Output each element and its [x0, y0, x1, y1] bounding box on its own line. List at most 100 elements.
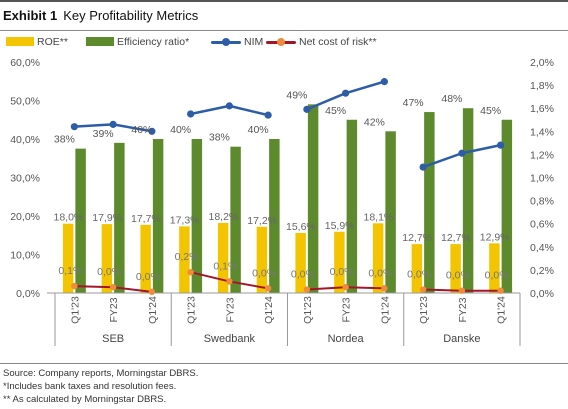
title-rule — [0, 30, 568, 31]
net-cost-of-risk-marker — [226, 278, 233, 285]
left-axis-tick-label: 40,0% — [10, 134, 40, 146]
net-cost-of-risk-data-label: 0,2% — [175, 251, 199, 263]
chart-title: Key Profitability Metrics — [63, 8, 199, 23]
legend-item-nim: NIM — [211, 36, 263, 48]
efficiency-bar — [75, 148, 86, 293]
net-cost-of-risk-marker — [497, 287, 504, 294]
net-cost-of-risk-data-label: 0,0% — [252, 267, 276, 279]
right-axis-tick-label: 1,6% — [530, 103, 554, 115]
category-tick-label: FY23 — [224, 297, 236, 322]
right-axis-tick-label: 1,0% — [530, 173, 554, 185]
right-axis-tick-label: 1,4% — [530, 126, 554, 138]
roe-bar — [256, 226, 268, 293]
roe-data-label: 17,7% — [131, 213, 161, 225]
roe-data-label: 18,2% — [208, 211, 238, 223]
legend-item-roe: ROE** — [6, 36, 68, 48]
efficiency-bar — [462, 108, 474, 293]
nim-marker — [419, 163, 427, 171]
roe-bar — [217, 222, 229, 293]
right-axis-tick-label: 0,6% — [530, 219, 554, 231]
net-cost-of-risk-data-label: 0,0% — [97, 266, 121, 278]
efficiency-bar — [114, 142, 125, 293]
nim-marker — [264, 111, 272, 119]
group-label: Danske — [443, 333, 480, 345]
net-cost-of-risk-marker — [71, 282, 78, 290]
right-axis-tick-label: 0,0% — [530, 288, 554, 300]
left-axis-tick-label: 50,0% — [10, 96, 40, 108]
category-tick-label: FY23 — [108, 297, 120, 322]
net-cost-of-risk-marker — [303, 286, 311, 293]
net-cost-of-risk-data-label: 0,0% — [136, 271, 160, 283]
legend-swatch-ncr — [266, 37, 296, 47]
efficiency-data-label: 45% — [325, 105, 346, 117]
net-cost-of-risk-data-label: 0,0% — [330, 266, 354, 278]
efficiency-bar — [424, 112, 435, 293]
net-cost-of-risk-data-label: 0,1% — [213, 260, 237, 272]
nim-marker — [187, 110, 195, 118]
legend-label-nim: NIM — [244, 36, 264, 48]
efficiency-data-label: 38% — [209, 132, 230, 144]
roe-bar — [101, 224, 113, 293]
net-cost-of-risk-marker — [148, 288, 156, 296]
left-axis-tick-label: 20,0% — [10, 211, 40, 223]
efficiency-bar — [269, 139, 280, 293]
left-axis-tick-label: 0,0% — [16, 288, 40, 300]
left-axis-tick-label: 60,0% — [10, 57, 40, 69]
roe-data-label: 17,9% — [92, 212, 122, 224]
net-cost-of-risk-marker — [458, 287, 466, 294]
net-cost-of-risk-marker — [381, 285, 388, 292]
group-label: Swedbank — [204, 333, 256, 345]
right-axis-tick-label: 1,8% — [530, 80, 554, 92]
exhibit-title: Exhibit 1 Key Profitability Metrics — [3, 8, 198, 23]
nim-marker — [303, 105, 311, 113]
net-cost-of-risk-data-label: 0,0% — [291, 269, 315, 281]
net-cost-of-risk-data-label: 0,1% — [58, 265, 82, 277]
efficiency-data-label: 49% — [286, 89, 307, 101]
efficiency-data-label: 47% — [403, 97, 424, 109]
roe-bar — [450, 244, 461, 293]
legend-swatch-roe — [6, 37, 34, 46]
right-axis-tick-label: 0,4% — [530, 242, 554, 254]
net-cost-of-risk-data-label: 0,0% — [485, 270, 509, 282]
category-tick-label: Q1'24 — [147, 296, 159, 324]
exhibit-number: Exhibit 1 — [3, 8, 58, 23]
roe-data-label: 18,1% — [363, 211, 393, 223]
efficiency-bar — [152, 139, 164, 293]
category-tick-label: Q1'23 — [302, 296, 314, 324]
nim-marker — [380, 78, 388, 86]
right-axis-tick-label: 0,8% — [530, 196, 554, 208]
nim-marker — [497, 141, 505, 149]
nim-marker — [225, 102, 233, 110]
group-label: SEB — [102, 333, 124, 345]
right-axis-tick-label: 0,2% — [530, 265, 554, 277]
efficiency-data-label: 45% — [480, 105, 501, 117]
roe-data-label: 17,2% — [247, 215, 277, 227]
efficiency-data-label: 42% — [364, 116, 385, 128]
nim-marker — [148, 127, 156, 135]
efficiency-bar — [501, 119, 513, 293]
legend-swatch-efficiency — [86, 37, 114, 46]
category-tick-label: Q1'23 — [186, 296, 198, 324]
category-tick-label: FY23 — [457, 297, 469, 322]
roe-bar — [489, 243, 500, 293]
footer-rule — [0, 363, 568, 364]
efficiency-data-label: 38% — [54, 134, 75, 146]
roe-data-label: 15,9% — [325, 220, 355, 232]
category-tick-label: FY23 — [341, 297, 353, 322]
footer-note-1: *Includes bank taxes and resolution fees… — [3, 381, 177, 392]
right-axis-tick-label: 1,2% — [530, 149, 554, 161]
category-tick-label: Q1'24 — [496, 296, 508, 324]
legend-label-efficiency: Efficiency ratio* — [117, 36, 190, 48]
footer-source: Source: Company reports, Morningstar DBR… — [3, 368, 199, 379]
efficiency-data-label: 39% — [93, 128, 114, 140]
top-rule — [0, 0, 568, 2]
efficiency-bar — [385, 131, 396, 293]
roe-bar — [62, 223, 74, 293]
nim-marker — [109, 120, 117, 128]
roe-bar — [179, 226, 190, 293]
efficiency-data-label: 40% — [170, 124, 191, 136]
legend-item-ncr: Net cost of risk** — [266, 36, 377, 48]
category-tick-label: Q1'24 — [379, 296, 391, 324]
nim-marker — [70, 123, 78, 131]
group-label: Nordea — [328, 333, 365, 345]
